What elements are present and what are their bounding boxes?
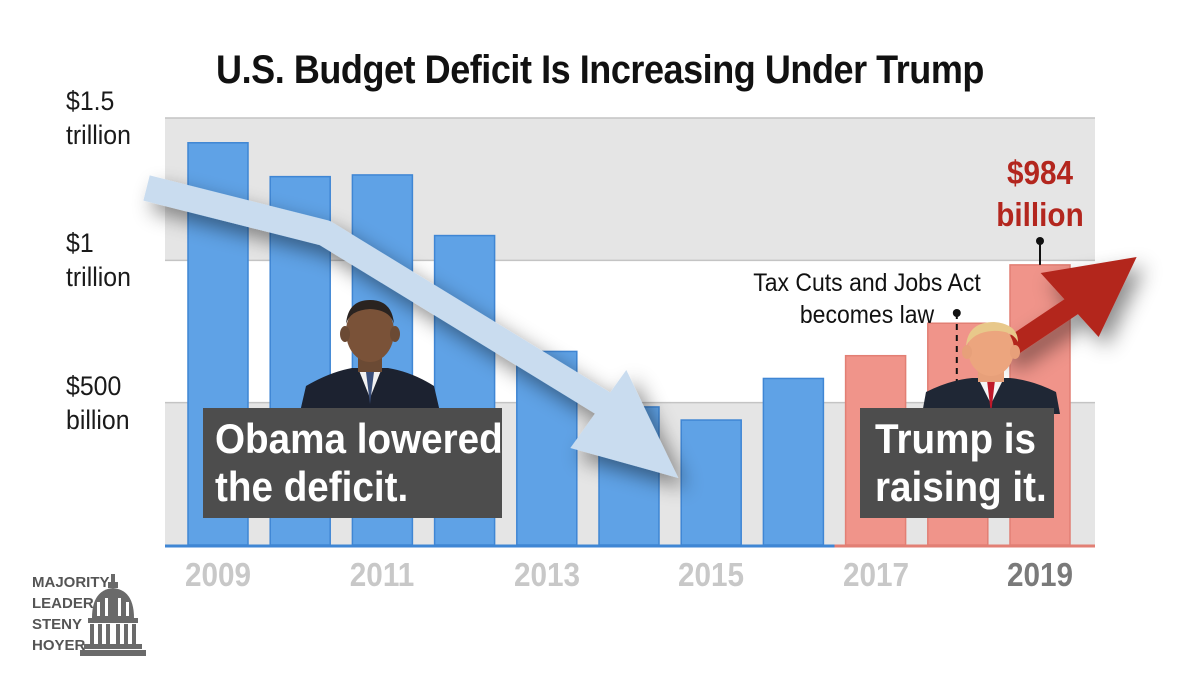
y-tick-label-1-trillion: $1 trillion: [66, 228, 131, 293]
logo-line: HOYER: [32, 637, 86, 654]
x-tick-label-2011: 2011: [350, 556, 415, 593]
logo-line: STENY: [32, 616, 83, 633]
trend-arrow-down: [143, 175, 679, 478]
x-tick-label-2015: 2015: [678, 556, 745, 593]
logo-line: MAJORITY: [32, 574, 110, 591]
x-tick-label-2019: 2019: [1006, 556, 1074, 593]
chart-title: U.S. Budget Deficit Is Increasing Under …: [216, 48, 984, 92]
callout-obama-lowered-deficit: Obama lowered the deficit.: [203, 408, 503, 518]
bar-2016: [762, 377, 825, 546]
y-tick-label-500-billion: $500 billion: [66, 370, 130, 435]
logo-line: LEADER: [32, 595, 94, 612]
x-tick-label-2013: 2013: [513, 556, 580, 593]
y-tick-label-1-5-trillion: $1.5 trillion: [66, 86, 131, 150]
trump-portrait-icon: [922, 322, 1060, 414]
data-label-2019: $984 billion: [996, 154, 1084, 233]
trend-arrow-up: [997, 257, 1137, 361]
capitol-dome-icon: [80, 574, 146, 656]
obama-portrait-icon: [300, 300, 440, 412]
annotation-tax-cuts-and-jobs-act: Tax Cuts and Jobs Act becomes law: [753, 269, 981, 329]
x-tick-label-2017: 2017: [842, 556, 909, 593]
callout-trump-raising-deficit: Trump is raising it.: [860, 408, 1054, 518]
majority-leader-logo: MAJORITY LEADER STENY HOYER: [32, 572, 152, 662]
bar-2015: [680, 419, 742, 546]
x-tick-label-2009: 2009: [184, 556, 252, 593]
